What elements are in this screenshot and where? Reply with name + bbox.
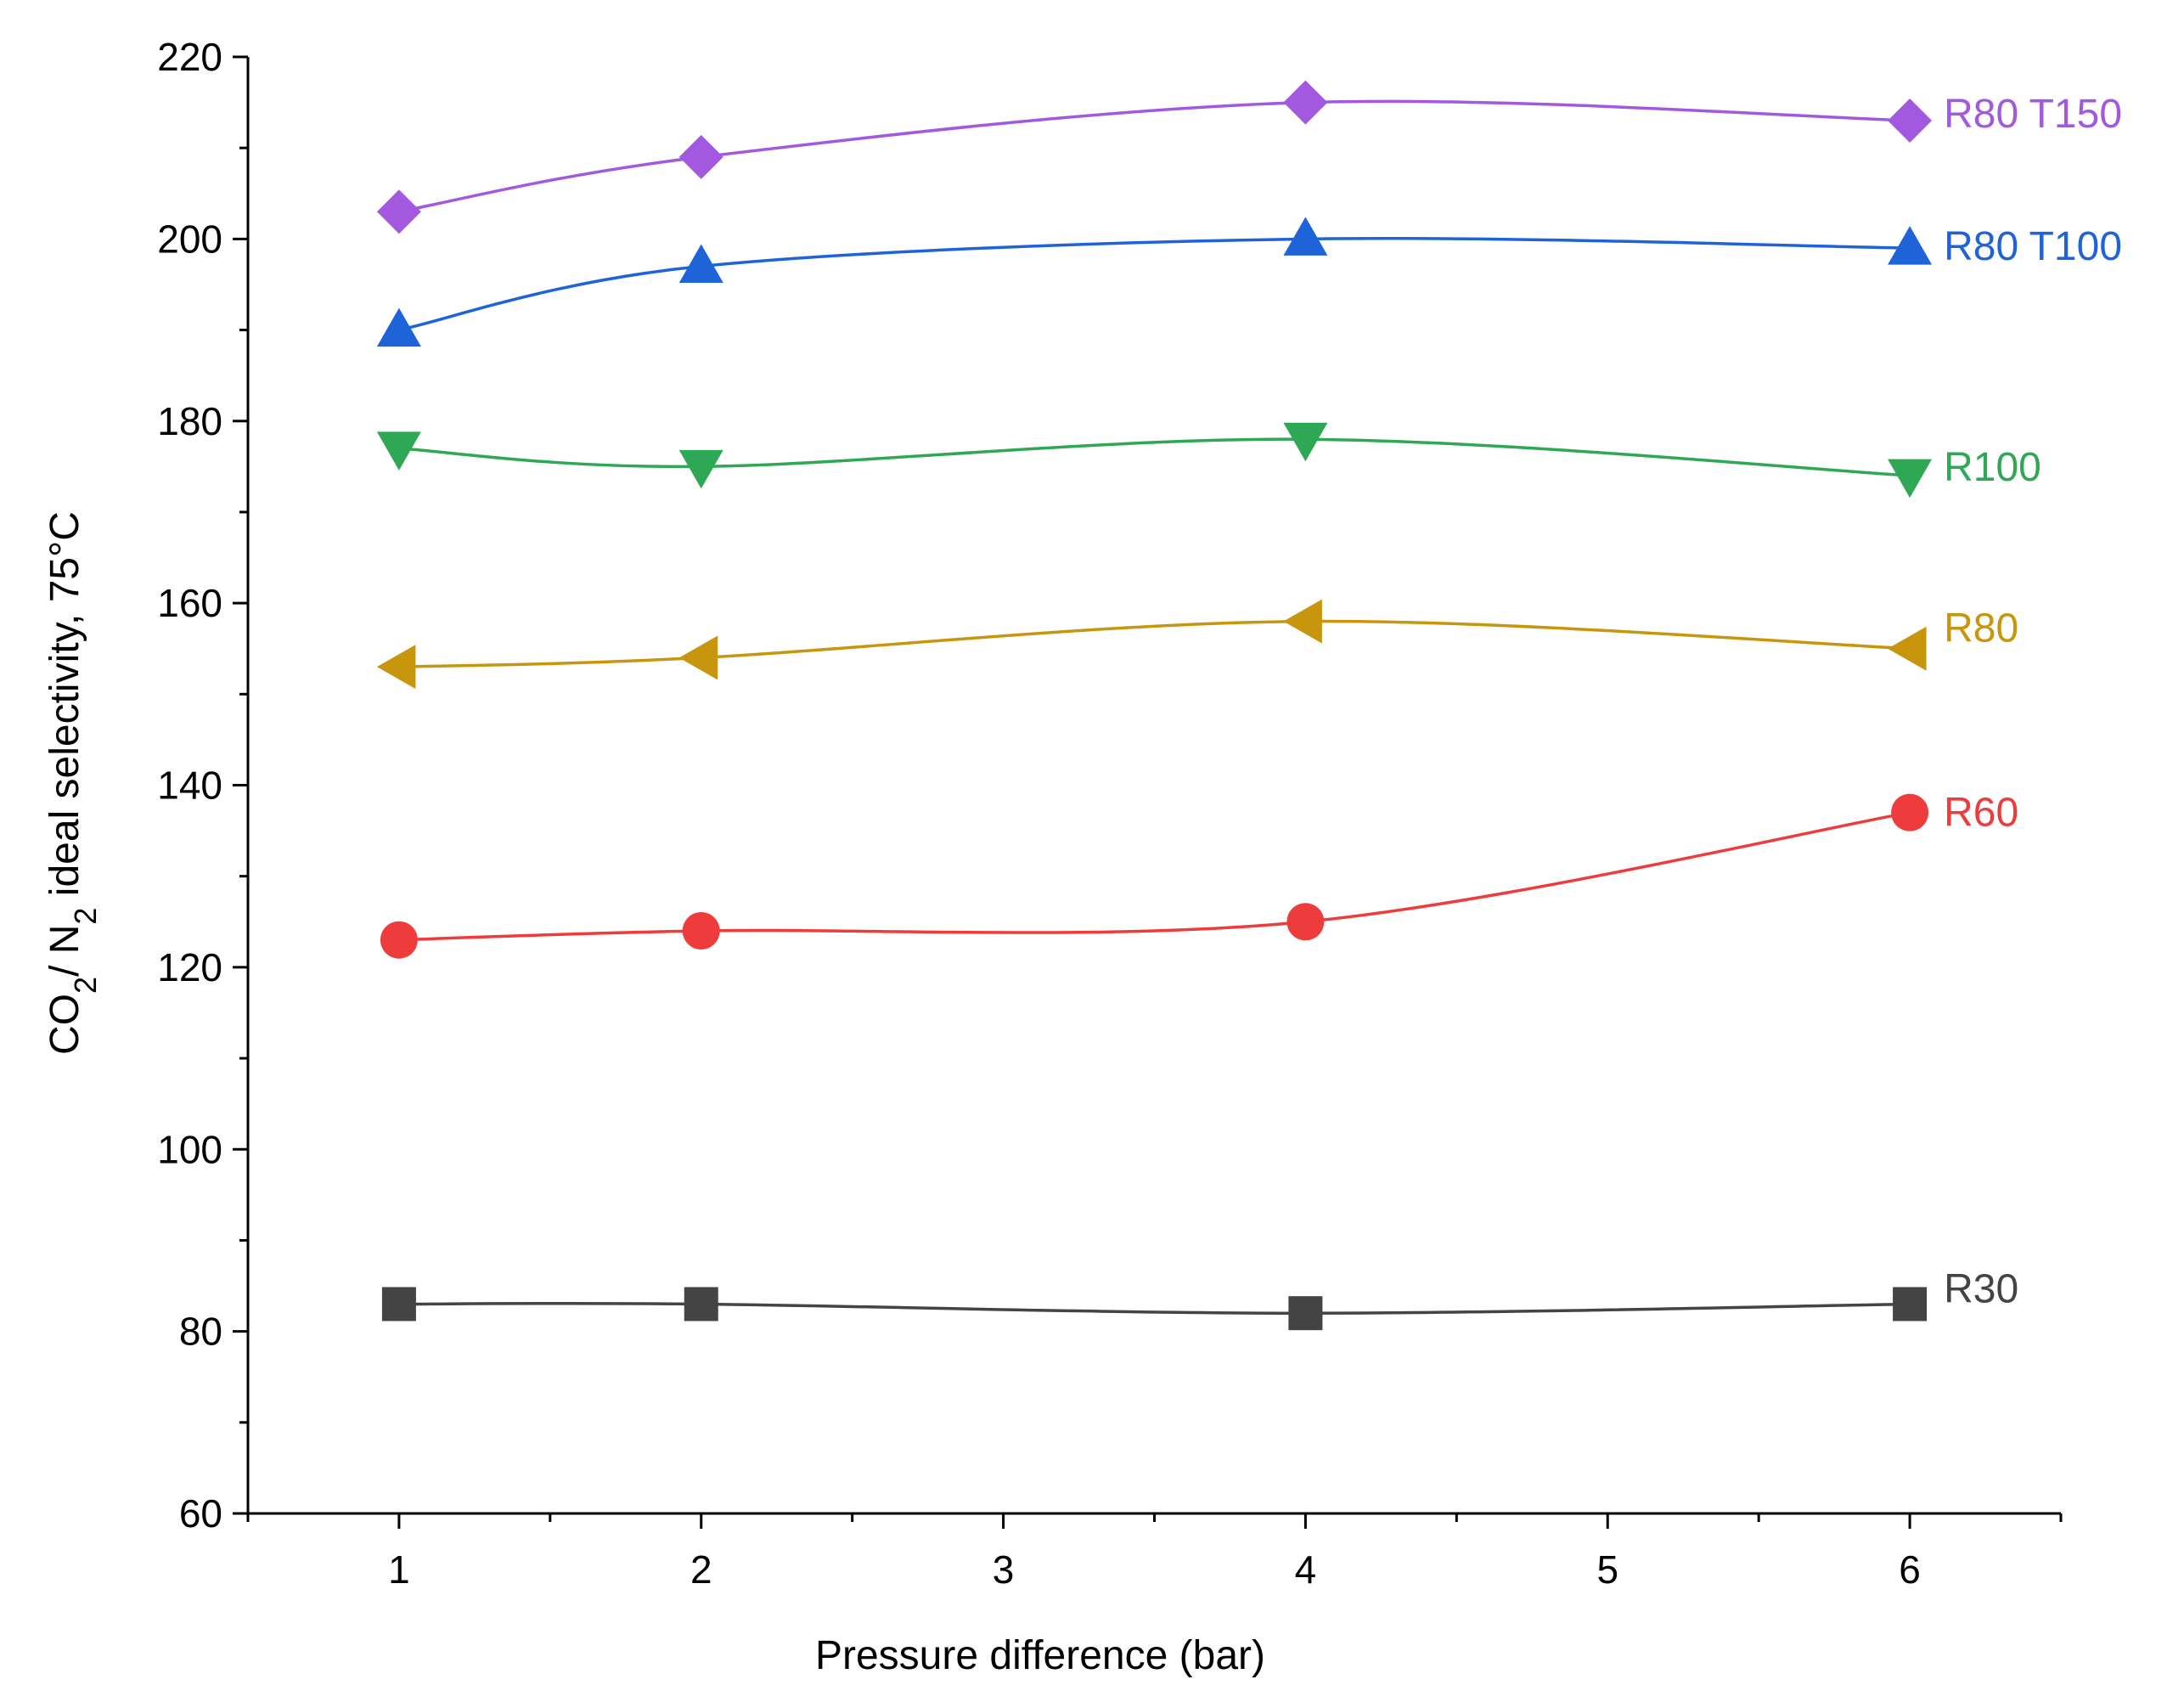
series-label-r100: R100 [1944,445,2041,490]
data-point-r60 [1286,903,1325,941]
data-point-r100 [1283,422,1328,462]
y-axis-title-suffix: ideal selectivity, 75°C [42,511,87,908]
y-tick-label: 80 [179,1310,222,1354]
data-point-r30 [381,1287,416,1322]
data-point-r80-t100 [678,244,723,284]
data-point-r80 [376,645,416,690]
y-axis-title-sub1: 2 [68,977,103,994]
y-tick-label: 140 [157,764,222,808]
data-point-r80-t150 [1283,80,1328,125]
y-tick-label: 100 [157,1127,222,1171]
x-tick-label: 5 [1596,1547,1618,1592]
data-point-r80-t150 [1888,99,1933,144]
data-point-r80 [678,635,718,680]
data-point-r60 [380,921,418,959]
data-point-r30 [684,1287,718,1322]
data-point-r100 [678,449,723,489]
data-point-r60 [1891,793,1929,831]
series-line-r30 [398,1301,1911,1315]
series-label-r80: R80 [1944,606,2018,651]
axes: 60 80 100 120 140 160 180 200 220 1 2 3 4 5 6 [157,35,2063,1592]
y-axis-title-prefix: CO [42,994,87,1055]
y-tick-label: 220 [157,35,222,79]
data-point-r80 [1283,599,1322,644]
y-tick-label: 180 [157,399,222,443]
data-point-r60 [682,912,720,950]
series-label-r80-t100: R80 T100 [1944,224,2122,269]
y-axis-title-middle: / N [42,925,87,977]
series-labels: R30 R60 R80 R100 R80 T100 R80 T150 [1944,92,2122,1311]
data-point-r80-t100 [1283,217,1328,256]
data-point-r30 [1893,1287,1928,1322]
y-axis-title-sub2: 2 [68,908,103,925]
y-tick-label: 160 [157,581,222,625]
x-tick-label: 6 [1899,1547,1921,1592]
data-point-r80 [1888,626,1927,671]
x-tick-label: 1 [388,1547,410,1592]
series-label-r80-t150: R80 T150 [1944,92,2122,137]
data-point-r100 [1888,459,1933,499]
series-line-r80-t150 [398,99,1911,213]
y-tick-label: 60 [179,1491,222,1536]
data-point-r80-t100 [376,307,421,347]
y-tick-label: 120 [157,945,222,989]
series-group [376,80,1933,1331]
y-tick-label: 200 [157,217,222,261]
data-point-r100 [376,431,421,471]
y-axis-title: CO2/ N2 ideal selectivity, 75°C [42,511,103,1055]
data-point-r80-t150 [678,134,723,179]
data-point-r80-t150 [376,189,421,234]
x-tick-label: 3 [993,1547,1015,1592]
x-tick-label: 2 [690,1547,712,1592]
series-label-r30: R30 [1944,1266,2018,1311]
series-line-r60 [398,810,1911,942]
x-axis-title: Pressure difference (bar) [815,1633,1265,1678]
series-line-r100 [398,437,1911,477]
data-point-r30 [1288,1296,1323,1331]
x-tick-label: 4 [1295,1547,1317,1592]
data-point-r80-t100 [1888,226,1933,265]
series-line-r80 [398,619,1911,668]
series-line-r80-t100 [398,237,1911,332]
series-label-r60: R60 [1944,791,2018,836]
